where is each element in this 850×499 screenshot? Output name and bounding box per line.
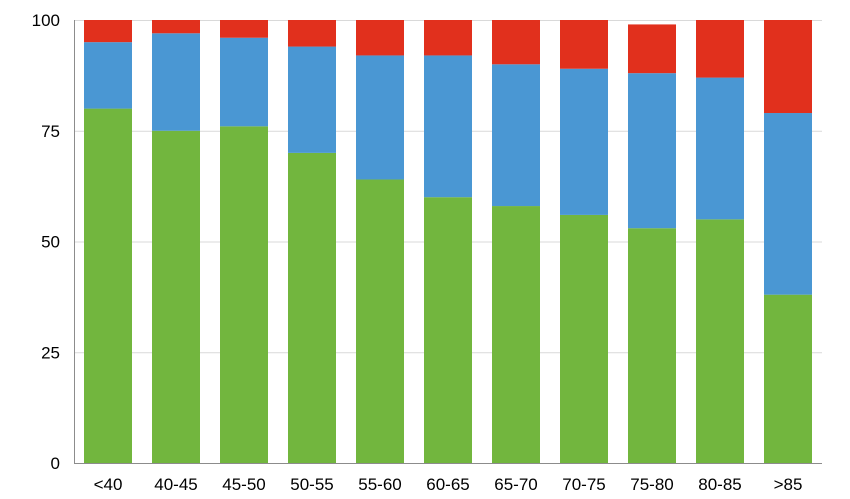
bar-segment-series-3 — [696, 20, 744, 78]
bar-segment-series-2 — [220, 37, 268, 127]
x-tick-label: 80-85 — [698, 475, 741, 494]
x-tick-label: 55-60 — [358, 475, 401, 494]
bar-segment-series-3 — [220, 20, 268, 38]
x-tick-label: 50-55 — [290, 475, 333, 494]
bar-segment-series-2 — [560, 68, 608, 215]
bar-segment-series-2 — [356, 55, 404, 180]
x-tick-label: <40 — [94, 475, 123, 494]
bar-segment-series-1 — [288, 152, 336, 463]
bar-segment-series-2 — [764, 113, 812, 295]
bar-segment-series-3 — [424, 20, 472, 56]
bar-segment-series-3 — [764, 20, 812, 114]
x-tick-label: 60-65 — [426, 475, 469, 494]
x-tick-label: >85 — [774, 475, 803, 494]
bar-segment-series-3 — [492, 20, 540, 65]
x-tick-label: 40-45 — [154, 475, 197, 494]
bar-segment-series-2 — [84, 42, 132, 109]
y-tick-label: 100 — [32, 11, 60, 30]
bar-segment-series-2 — [424, 55, 472, 198]
x-tick-label: 70-75 — [562, 475, 605, 494]
y-tick-label: 75 — [41, 122, 60, 141]
bar-segment-series-2 — [696, 77, 744, 220]
bar-segment-series-2 — [628, 73, 676, 229]
x-tick-labels: <40 40-45 45-50 50-55 55-60 60-65 65-70 70-75 75… — [94, 475, 803, 494]
y-tick-label: 25 — [41, 343, 60, 362]
bar-segment-series-2 — [288, 46, 336, 153]
bar-segment-series-1 — [560, 214, 608, 463]
bar-segment-series-3 — [152, 20, 200, 34]
bar-segment-series-1 — [628, 228, 676, 463]
bar-segment-series-1 — [764, 294, 812, 463]
x-tick-label: 45-50 — [222, 475, 265, 494]
bar-segment-series-2 — [492, 64, 540, 207]
axes — [74, 20, 822, 464]
bar-segment-series-1 — [220, 126, 268, 463]
y-tick-label: 50 — [41, 233, 60, 252]
bar-segment-series-3 — [356, 20, 404, 56]
bar-segment-series-3 — [84, 20, 132, 43]
y-tick-label: 0 — [51, 454, 60, 473]
bar-segment-series-1 — [696, 219, 744, 463]
bar-segment-series-2 — [152, 33, 200, 131]
bars — [84, 20, 812, 464]
bar-segment-series-3 — [288, 20, 336, 47]
bar-segment-series-3 — [628, 24, 676, 74]
bar-segment-series-1 — [492, 206, 540, 463]
bar-segment-series-1 — [152, 130, 200, 463]
bar-segment-series-1 — [84, 108, 132, 463]
bar-segment-series-3 — [560, 20, 608, 69]
bar-segment-series-1 — [424, 197, 472, 463]
x-tick-label: 75-80 — [630, 475, 673, 494]
bar-segment-series-1 — [356, 179, 404, 464]
y-tick-labels: 0 25 50 75 100 — [32, 11, 60, 473]
x-tick-label: 65-70 — [494, 475, 537, 494]
